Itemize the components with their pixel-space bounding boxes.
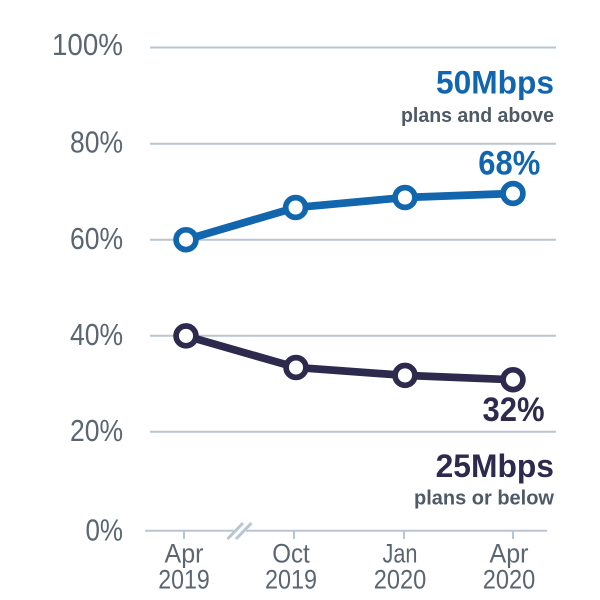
svg-text:40%: 40%: [70, 318, 123, 352]
svg-text:Jan: Jan: [383, 539, 418, 569]
svg-text:100%: 100%: [52, 28, 123, 62]
svg-text:60%: 60%: [70, 222, 123, 256]
svg-text:80%: 80%: [70, 125, 123, 159]
svg-text:68%: 68%: [478, 145, 540, 183]
svg-text:2020: 2020: [374, 565, 427, 595]
svg-text:2019: 2019: [158, 565, 210, 595]
svg-text:32%: 32%: [483, 391, 545, 429]
svg-text:2019: 2019: [265, 565, 317, 595]
svg-text:Apr: Apr: [165, 539, 204, 569]
svg-text:0%: 0%: [86, 514, 124, 548]
svg-text:plans or below: plans or below: [414, 488, 554, 510]
svg-text:20%: 20%: [70, 414, 123, 448]
svg-text:50Mbps: 50Mbps: [436, 65, 554, 101]
svg-text:plans and above: plans and above: [401, 105, 554, 127]
svg-text:Apr: Apr: [490, 539, 529, 569]
svg-text:25Mbps: 25Mbps: [436, 448, 554, 484]
svg-text:Oct: Oct: [272, 539, 310, 569]
svg-text:2020: 2020: [483, 565, 536, 595]
